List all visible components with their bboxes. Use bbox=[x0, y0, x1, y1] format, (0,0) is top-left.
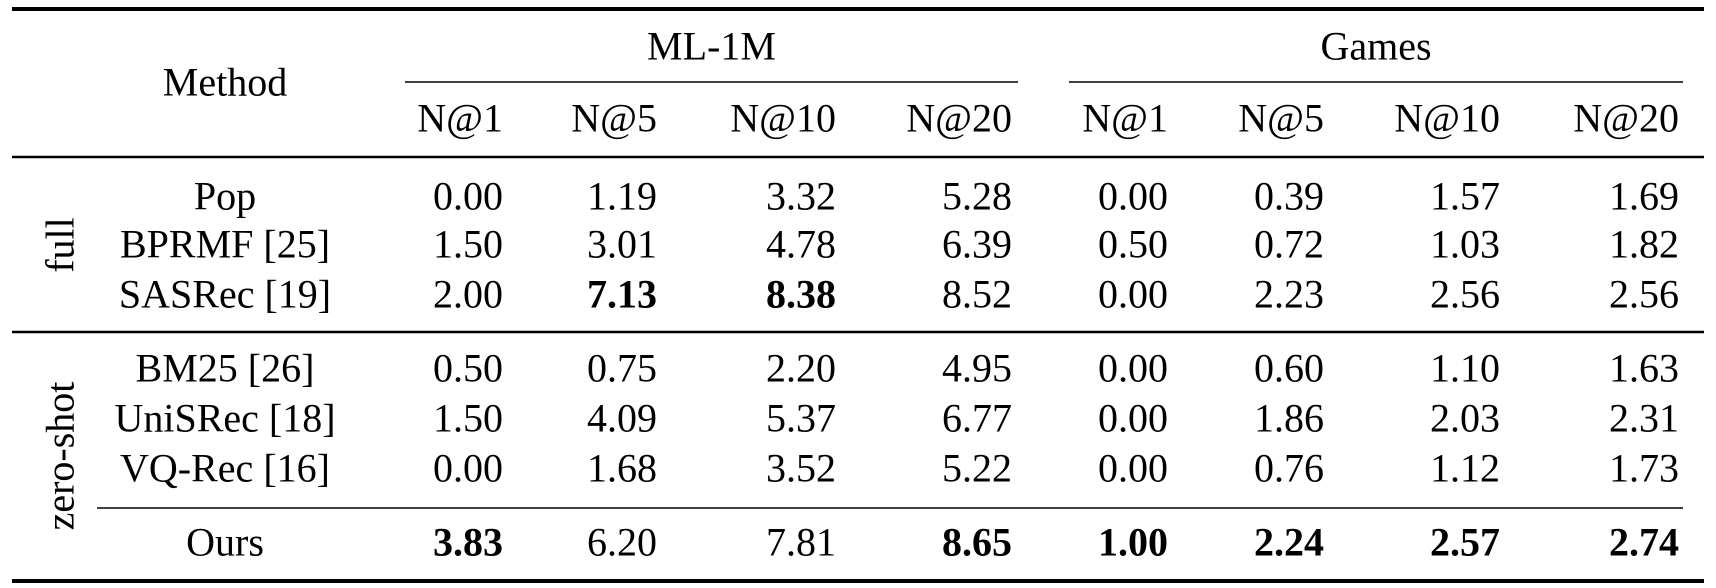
cell-value: 0.50 bbox=[433, 346, 503, 391]
cell-value: 1.73 bbox=[1609, 446, 1679, 491]
cell-value: 0.00 bbox=[1098, 174, 1168, 219]
method-name: Ours bbox=[186, 520, 264, 565]
cell-value: 5.22 bbox=[942, 446, 1012, 491]
cell-value: 3.32 bbox=[766, 174, 836, 219]
cell-value: 2.20 bbox=[766, 346, 836, 391]
cell-value: 1.03 bbox=[1430, 222, 1500, 267]
cell-value: 0.50 bbox=[1098, 222, 1168, 267]
cell-value: 1.86 bbox=[1254, 396, 1324, 441]
metric-header: N@5 bbox=[1238, 96, 1324, 141]
cell-value: 2.00 bbox=[433, 272, 503, 317]
cell-value: 1.19 bbox=[587, 174, 657, 219]
cell-value: 0.00 bbox=[1098, 272, 1168, 317]
metric-header: N@5 bbox=[571, 96, 657, 141]
metric-header: N@10 bbox=[1394, 96, 1500, 141]
cell-value: 0.00 bbox=[1098, 396, 1168, 441]
cell-value: 8.38 bbox=[766, 272, 836, 317]
cell-value: 6.39 bbox=[942, 222, 1012, 267]
cell-value: 4.78 bbox=[766, 222, 836, 267]
method-name: VQ-Rec [16] bbox=[120, 446, 330, 491]
cell-value: 3.01 bbox=[587, 222, 657, 267]
cell-value: 3.83 bbox=[433, 520, 503, 565]
cell-value: 1.82 bbox=[1609, 222, 1679, 267]
cell-value: 2.56 bbox=[1430, 272, 1500, 317]
cell-value: 1.69 bbox=[1609, 174, 1679, 219]
method-name: BM25 [26] bbox=[136, 346, 315, 391]
metric-header: N@10 bbox=[730, 96, 836, 141]
metric-header: N@1 bbox=[1082, 96, 1168, 141]
section-label: full bbox=[38, 217, 83, 273]
cell-value: 8.52 bbox=[942, 272, 1012, 317]
cell-value: 6.77 bbox=[942, 396, 1012, 441]
method-name: UniSRec [18] bbox=[114, 396, 335, 441]
cell-value: 2.23 bbox=[1254, 272, 1324, 317]
method-name: SASRec [19] bbox=[119, 272, 331, 317]
group-header: Games bbox=[1320, 24, 1431, 69]
section-label: zero-shot bbox=[38, 382, 83, 531]
cell-value: 0.72 bbox=[1254, 222, 1324, 267]
cell-value: 0.39 bbox=[1254, 174, 1324, 219]
cell-value: 0.75 bbox=[587, 346, 657, 391]
cell-value: 2.57 bbox=[1430, 520, 1500, 565]
cell-value: 5.28 bbox=[942, 174, 1012, 219]
group-header: ML-1M bbox=[647, 24, 776, 69]
cell-value: 1.68 bbox=[587, 446, 657, 491]
cell-value: 1.57 bbox=[1430, 174, 1500, 219]
method-header: Method bbox=[163, 60, 287, 105]
metric-header: N@1 bbox=[417, 96, 503, 141]
cell-value: 0.76 bbox=[1254, 446, 1324, 491]
cell-value: 1.00 bbox=[1098, 520, 1168, 565]
cell-value: 0.60 bbox=[1254, 346, 1324, 391]
method-name: BPRMF [25] bbox=[120, 222, 330, 267]
cell-value: 0.00 bbox=[433, 446, 503, 491]
cell-value: 1.10 bbox=[1430, 346, 1500, 391]
cell-value: 0.00 bbox=[1098, 346, 1168, 391]
cell-value: 0.00 bbox=[433, 174, 503, 219]
cell-value: 0.00 bbox=[1098, 446, 1168, 491]
cell-value: 4.95 bbox=[942, 346, 1012, 391]
cell-value: 2.56 bbox=[1609, 272, 1679, 317]
cell-value: 2.03 bbox=[1430, 396, 1500, 441]
cell-value: 2.24 bbox=[1254, 520, 1324, 565]
method-name: Pop bbox=[194, 174, 256, 219]
cell-value: 8.65 bbox=[942, 520, 1012, 565]
metric-header: N@20 bbox=[906, 96, 1012, 141]
cell-value: 4.09 bbox=[587, 396, 657, 441]
cell-value: 3.52 bbox=[766, 446, 836, 491]
cell-value: 5.37 bbox=[766, 396, 836, 441]
cell-value: 7.81 bbox=[766, 520, 836, 565]
cell-value: 1.12 bbox=[1430, 446, 1500, 491]
metric-header: N@20 bbox=[1573, 96, 1679, 141]
cell-value: 1.50 bbox=[433, 396, 503, 441]
cell-value: 7.13 bbox=[587, 272, 657, 317]
cell-value: 6.20 bbox=[587, 520, 657, 565]
cell-value: 2.74 bbox=[1609, 520, 1679, 565]
cell-value: 1.50 bbox=[433, 222, 503, 267]
cell-value: 1.63 bbox=[1609, 346, 1679, 391]
cell-value: 2.31 bbox=[1609, 396, 1679, 441]
